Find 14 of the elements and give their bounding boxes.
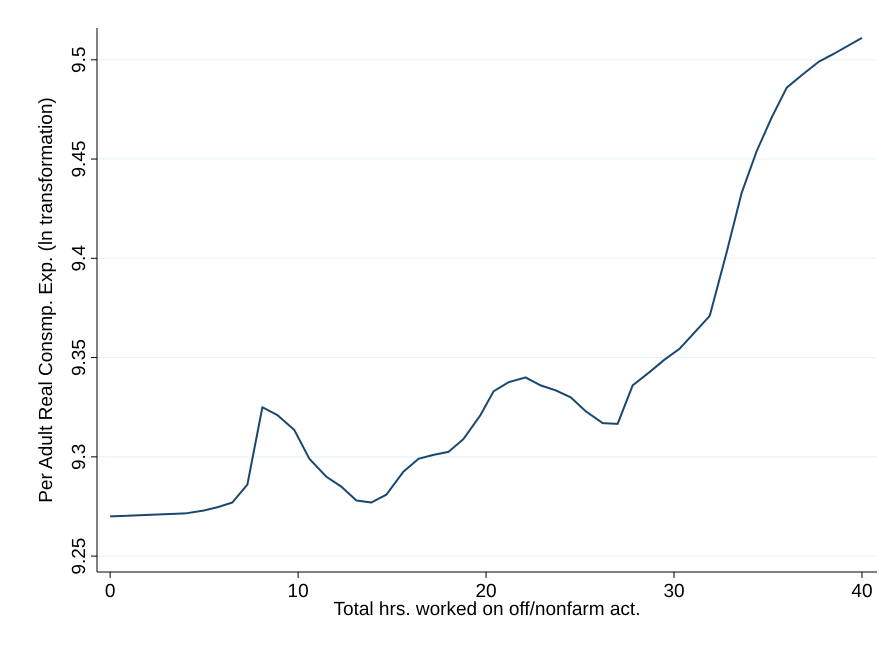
y-tick-label: 9.35 — [69, 339, 90, 376]
x-tick-label: 10 — [288, 581, 309, 602]
x-tick-label: 30 — [663, 581, 685, 602]
y-tick-label: 9.5 — [69, 46, 90, 73]
line-series — [109, 36, 863, 518]
y-tick-label: 9.45 — [69, 140, 90, 178]
x-axis-title: Total hrs. worked on off/nonfarm act. — [334, 599, 640, 620]
y-axis-title: Per Adult Real Consmp. Exp. (ln transformation) — [36, 97, 57, 503]
x-tick-label: 0 — [104, 581, 116, 602]
x-tick-label: 20 — [475, 581, 497, 602]
x-tick-label: 40 — [851, 581, 873, 602]
y-tick-label: 9.3 — [69, 444, 90, 470]
y-tick-label: 9.25 — [69, 538, 90, 575]
y-tick-label: 9.4 — [69, 244, 90, 272]
